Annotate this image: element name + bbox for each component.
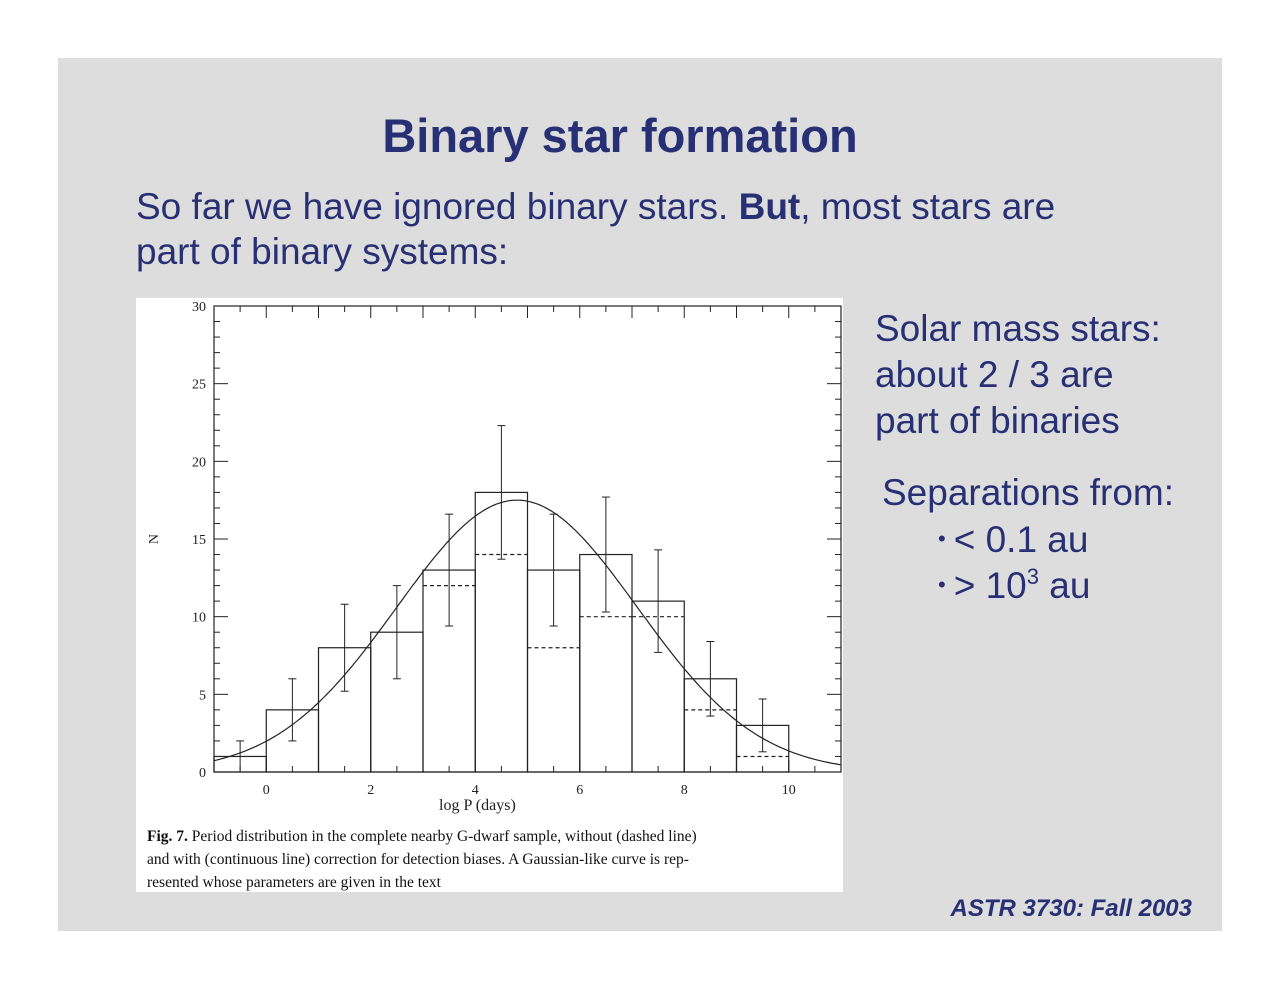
intro-bold-word: But	[738, 186, 801, 227]
x-tick-label: 0	[263, 783, 270, 798]
caption-line-1: Fig. 7. Period distribution in the compl…	[147, 825, 837, 848]
bullet-text-2: > 10	[953, 565, 1027, 606]
bullet-text-1: < 0.1 au	[953, 519, 1089, 560]
solar-mass-line-3: part of binaries	[875, 400, 1120, 441]
bullet-item-2: • > 103 au	[938, 562, 1090, 609]
y-tick-label: 5	[199, 688, 206, 703]
x-tick-label: 8	[681, 783, 688, 798]
x-axis-label: log P (days)	[439, 797, 516, 814]
y-tick-label: 30	[192, 300, 206, 315]
gaussian-fit-curve	[213, 499, 842, 766]
intro-line-1: So far we have ignored binary stars. But…	[136, 184, 1136, 229]
y-tick-label: 10	[192, 611, 206, 626]
x-tick-label: 6	[576, 783, 583, 798]
solar-mass-text: Solar mass stars: about 2 / 3 are part o…	[875, 306, 1161, 444]
y-axis-label: N	[147, 534, 162, 544]
caption-line-2: and with (continuous line) correction fo…	[147, 851, 689, 868]
y-tick-label: 15	[192, 533, 206, 548]
intro-text: So far we have ignored binary stars. But…	[136, 184, 1136, 274]
solar-mass-line-1: Solar mass stars:	[875, 308, 1161, 349]
bullet-dot-icon: •	[938, 526, 946, 551]
intro-line-1-end: , most stars are	[800, 186, 1056, 227]
caption-line-1-text: Period distribution in the complete near…	[187, 828, 697, 845]
y-tick-label: 20	[192, 455, 206, 470]
figure-caption: Fig. 7. Period distribution in the compl…	[147, 825, 837, 894]
bullet-text-2-unit: au	[1039, 565, 1091, 606]
figure: 0 2 4 6 8 10 0 5 10 15 20 25 30 log P (days) N Fig. 7.…	[136, 298, 843, 892]
intro-line-2: part of binary systems:	[136, 231, 509, 272]
histogram-chart: 0 2 4 6 8 10 0 5 10 15 20 25 30 log P (days) N	[147, 300, 842, 814]
bullet-exponent: 3	[1026, 564, 1039, 589]
y-tick-label: 0	[199, 766, 206, 781]
bullet-item-1: • < 0.1 au	[938, 516, 1088, 563]
intro-line-1-start: So far we have ignored binary stars.	[136, 186, 739, 227]
bullet-dot-icon: •	[938, 572, 946, 597]
slide-title: Binary star formation	[382, 109, 858, 162]
separations-heading: Separations from:	[882, 472, 1175, 513]
x-tick-label: 2	[367, 783, 374, 798]
caption-label: Fig. 7.	[147, 828, 188, 845]
solar-mass-line-2: about 2 / 3 are	[875, 354, 1114, 395]
caption-line-3: resented whose parameters are given in t…	[147, 874, 441, 891]
x-tick-label: 10	[782, 783, 796, 798]
x-tick-label: 4	[472, 783, 479, 798]
course-footer: ASTR 3730: Fall 2003	[950, 895, 1192, 922]
y-tick-label: 25	[192, 378, 206, 393]
